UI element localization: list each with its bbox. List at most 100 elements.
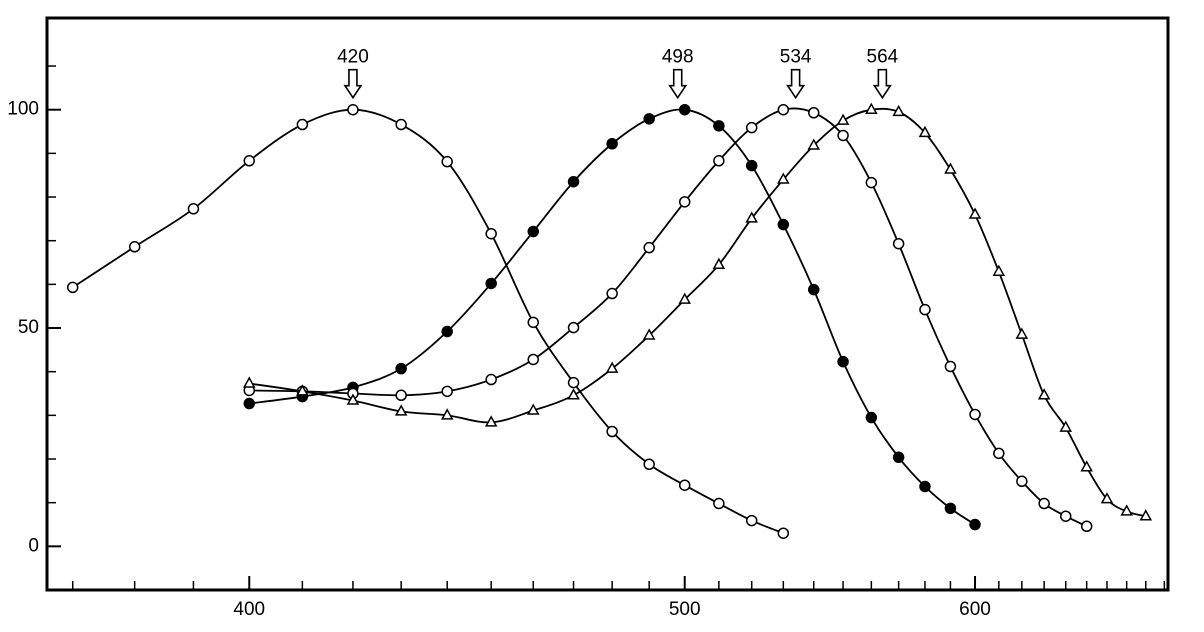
marker bbox=[713, 497, 725, 510]
y-tick-label: 100 bbox=[7, 99, 39, 120]
marker bbox=[347, 103, 359, 116]
y-tick-label: 50 bbox=[18, 317, 39, 338]
marker bbox=[745, 159, 758, 172]
marker bbox=[713, 155, 725, 167]
marker bbox=[969, 518, 981, 531]
marker bbox=[918, 125, 932, 138]
marker bbox=[395, 118, 407, 131]
marker bbox=[567, 388, 580, 400]
marker bbox=[919, 480, 931, 493]
marker bbox=[643, 241, 655, 254]
peak-label: 564 bbox=[867, 47, 899, 68]
marker bbox=[837, 129, 849, 142]
marker bbox=[296, 384, 309, 396]
peak-arrow bbox=[343, 68, 363, 100]
marker bbox=[441, 385, 453, 398]
marker bbox=[606, 425, 618, 438]
marker bbox=[441, 155, 453, 168]
peak-label: 420 bbox=[337, 47, 369, 68]
marker bbox=[441, 325, 453, 338]
peak-label: 534 bbox=[780, 47, 812, 68]
marker bbox=[605, 361, 619, 373]
y-tick-label: 0 bbox=[28, 535, 39, 556]
marker bbox=[527, 225, 540, 238]
marker bbox=[395, 389, 407, 402]
marker bbox=[485, 227, 497, 240]
marker bbox=[919, 303, 931, 316]
marker bbox=[807, 283, 820, 296]
marker bbox=[745, 121, 758, 134]
marker bbox=[678, 479, 691, 491]
marker bbox=[807, 138, 821, 150]
marker bbox=[567, 175, 580, 188]
curve bbox=[72, 108, 784, 535]
marker bbox=[527, 316, 540, 329]
x-tick-label: 400 bbox=[233, 599, 265, 620]
x-tick-label: 500 bbox=[669, 599, 701, 620]
marker bbox=[643, 113, 655, 125]
marker bbox=[484, 415, 498, 427]
marker bbox=[777, 218, 790, 231]
marker bbox=[968, 207, 982, 219]
marker bbox=[567, 376, 580, 389]
marker bbox=[526, 403, 540, 415]
marker bbox=[892, 451, 905, 464]
marker bbox=[440, 408, 454, 420]
peak-arrow bbox=[668, 68, 688, 100]
peak-arrow bbox=[786, 68, 806, 100]
marker bbox=[1038, 497, 1050, 510]
marker bbox=[678, 292, 691, 304]
marker bbox=[777, 103, 790, 116]
marker bbox=[1120, 504, 1133, 516]
curve bbox=[249, 107, 1147, 518]
marker bbox=[777, 172, 790, 184]
marker bbox=[1139, 509, 1153, 521]
marker bbox=[296, 118, 309, 131]
marker bbox=[1037, 388, 1051, 400]
x-tick-label: 600 bbox=[959, 599, 991, 620]
marker bbox=[567, 321, 580, 334]
marker bbox=[527, 353, 540, 366]
marker bbox=[1059, 420, 1073, 432]
marker bbox=[892, 237, 905, 250]
plot-frame bbox=[45, 16, 1170, 592]
marker bbox=[944, 360, 957, 373]
marker bbox=[394, 404, 408, 416]
marker bbox=[1059, 510, 1072, 522]
marker bbox=[128, 241, 141, 253]
marker bbox=[242, 376, 256, 388]
marker bbox=[66, 281, 79, 294]
marker bbox=[892, 104, 905, 117]
marker bbox=[606, 138, 618, 150]
marker bbox=[606, 287, 618, 300]
peak-arrow bbox=[872, 68, 892, 100]
marker bbox=[969, 408, 981, 421]
marker bbox=[712, 257, 726, 269]
marker bbox=[1100, 492, 1114, 504]
marker bbox=[745, 211, 758, 223]
marker bbox=[944, 162, 957, 174]
marker bbox=[395, 362, 407, 375]
marker bbox=[777, 527, 790, 539]
marker bbox=[944, 502, 957, 515]
marker bbox=[243, 397, 256, 410]
marker bbox=[993, 447, 1005, 460]
marker bbox=[1016, 475, 1028, 488]
marker bbox=[836, 113, 850, 125]
marker bbox=[992, 264, 1006, 276]
marker bbox=[678, 196, 691, 208]
marker bbox=[243, 155, 256, 167]
marker bbox=[643, 458, 655, 470]
marker bbox=[678, 103, 691, 116]
marker bbox=[642, 328, 656, 340]
marker bbox=[1080, 460, 1093, 472]
marker bbox=[713, 120, 725, 132]
peak-label: 498 bbox=[662, 47, 694, 68]
marker bbox=[865, 102, 878, 114]
marker bbox=[485, 277, 497, 290]
marker bbox=[1015, 327, 1029, 339]
marker bbox=[745, 514, 758, 527]
marker bbox=[485, 373, 497, 386]
marker bbox=[1080, 520, 1093, 533]
